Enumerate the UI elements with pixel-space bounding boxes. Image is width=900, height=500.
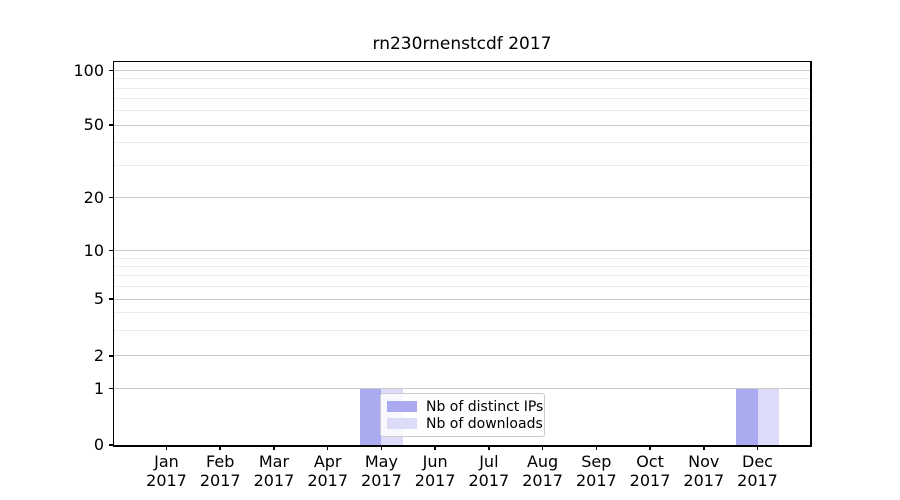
y-tick-label-5: 5 <box>93 289 104 308</box>
x-tick-mark-oct <box>649 445 651 450</box>
x-tick-mark-feb <box>219 445 221 450</box>
y-tick-label-20: 20 <box>83 187 104 207</box>
x-tick-label-feb: Feb 2017 <box>199 452 241 490</box>
y-tick-mark-1 <box>109 387 114 390</box>
x-tick-label-nov: Nov 2017 <box>683 452 725 490</box>
x-tick-label-jan: Jan 2017 <box>146 452 187 490</box>
x-tick-mark-may <box>380 445 383 450</box>
y-tick-mark-2 <box>109 355 114 357</box>
y-gridline-100 <box>114 70 810 72</box>
legend-label-downloads: Nb of downloads <box>426 415 543 432</box>
y-minor-gridline-40 <box>114 142 810 144</box>
y-tick-mark-20 <box>109 196 114 199</box>
legend: Nb of distinct IPs Nb of downloads <box>380 393 545 437</box>
y-minor-gridline-70 <box>114 98 810 100</box>
x-tick-mark-jan <box>165 445 168 450</box>
y-minor-gridline-4 <box>114 312 810 314</box>
plot-spine-bottom <box>114 445 810 447</box>
x-tick-label-may: May 2017 <box>361 452 402 490</box>
y-tick-mark-10 <box>109 249 114 252</box>
x-tick-label-apr: Apr 2017 <box>307 452 349 490</box>
y-minor-gridline-90 <box>114 78 810 80</box>
y-minor-gridline-80 <box>114 87 810 89</box>
legend-swatch-downloads <box>387 418 417 429</box>
y-tick-label-10: 10 <box>83 240 104 260</box>
y-tick-label-2: 2 <box>93 345 104 365</box>
y-tick-label-50: 50 <box>83 115 104 134</box>
x-tick-mark-nov <box>703 445 705 450</box>
y-gridline-10 <box>114 250 810 252</box>
x-tick-label-jun: Jun 2017 <box>414 452 456 490</box>
chart-title: rn230rnenstcdf 2017 <box>372 34 552 54</box>
x-tick-label-mar: Mar 2017 <box>253 452 295 490</box>
plot-spine-left <box>112 60 114 447</box>
bar-dec-distinct-ips <box>736 388 758 445</box>
y-gridline-50 <box>114 124 810 126</box>
y-tick-mark-0 <box>109 444 114 446</box>
x-tick-label-jul: Jul 2017 <box>468 452 510 490</box>
y-gridline-2 <box>114 355 810 357</box>
y-minor-gridline-60 <box>114 110 810 112</box>
y-tick-mark-5 <box>109 298 114 300</box>
y-tick-mark-50 <box>109 124 114 126</box>
plot-spine-right <box>810 60 812 447</box>
y-minor-gridline-3 <box>114 330 810 332</box>
y-tick-mark-100 <box>109 69 114 72</box>
legend-row-downloads: Nb of downloads <box>387 416 543 432</box>
y-tick-label-0: 0 <box>93 435 104 454</box>
plot-area <box>112 60 812 447</box>
bar-dec-downloads <box>757 388 779 445</box>
x-tick-mark-jul <box>488 445 490 450</box>
y-gridline-5 <box>114 298 810 300</box>
y-gridline-20 <box>114 197 810 199</box>
plot-spine-top <box>114 60 810 62</box>
legend-row-distinct-ips: Nb of distinct IPs <box>387 399 543 415</box>
x-tick-mark-jun <box>434 445 436 450</box>
bar-may-distinct-ips <box>359 388 382 445</box>
x-tick-mark-sep <box>595 445 598 450</box>
x-tick-label-dec: Dec 2017 <box>737 452 778 490</box>
legend-label-distinct-ips: Nb of distinct IPs <box>426 398 544 415</box>
x-tick-mark-aug <box>541 445 544 450</box>
y-gridline-1 <box>114 388 810 389</box>
x-tick-mark-dec <box>756 445 759 450</box>
y-minor-gridline-7 <box>114 275 810 277</box>
y-minor-gridline-8 <box>114 265 810 267</box>
y-minor-gridline-6 <box>114 285 810 287</box>
y-minor-gridline-9 <box>114 257 810 259</box>
x-tick-label-sep: Sep 2017 <box>575 452 617 490</box>
y-minor-gridline-30 <box>114 165 810 167</box>
x-tick-mark-mar <box>273 445 275 450</box>
y-tick-label-1: 1 <box>93 378 104 398</box>
x-tick-mark-apr <box>326 445 329 450</box>
x-tick-label-aug: Aug 2017 <box>522 452 563 490</box>
legend-swatch-distinct-ips <box>387 401 417 412</box>
y-tick-label-100: 100 <box>73 60 104 80</box>
x-tick-label-oct: Oct 2017 <box>629 452 671 490</box>
